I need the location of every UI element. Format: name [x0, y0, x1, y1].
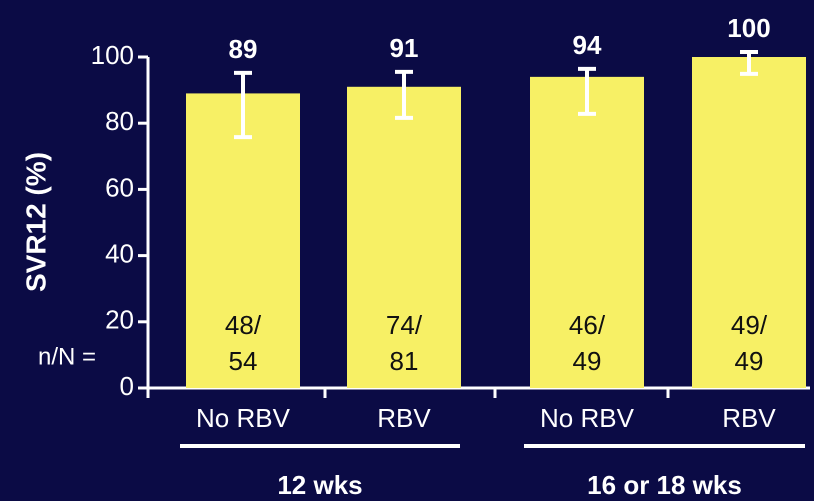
bar [692, 57, 806, 388]
bar [347, 86, 461, 388]
n-label: 74/ [386, 310, 423, 340]
y-tick-label: 0 [120, 371, 134, 401]
value-label: 94 [573, 30, 602, 60]
y-tick-label: 40 [105, 238, 134, 268]
n-label-title: n/N = [38, 343, 96, 370]
n-label: 46/ [569, 310, 606, 340]
n-label: 81 [390, 346, 419, 376]
n-label: 49 [735, 346, 764, 376]
bar [530, 76, 644, 389]
y-axis-label: SVR12 (%) [20, 152, 51, 292]
value-label: 100 [727, 13, 770, 43]
y-tick-label: 20 [105, 305, 134, 335]
y-tick-label: 80 [105, 106, 134, 136]
n-label: 54 [229, 346, 258, 376]
x-tick-label: RBV [377, 403, 431, 433]
n-label: 49 [573, 346, 602, 376]
group-label: 16 or 18 wks [587, 470, 742, 500]
bar [186, 93, 300, 388]
n-label: 48/ [225, 310, 262, 340]
value-label: 89 [229, 34, 258, 64]
n-label: 49/ [731, 310, 768, 340]
value-label: 91 [390, 33, 419, 63]
x-tick-label: No RBV [540, 403, 635, 433]
y-tick-label: 100 [91, 40, 134, 70]
y-tick-label: 60 [105, 172, 134, 202]
x-tick-label: No RBV [196, 403, 291, 433]
x-tick-label: RBV [722, 403, 776, 433]
group-label: 12 wks [277, 470, 362, 500]
